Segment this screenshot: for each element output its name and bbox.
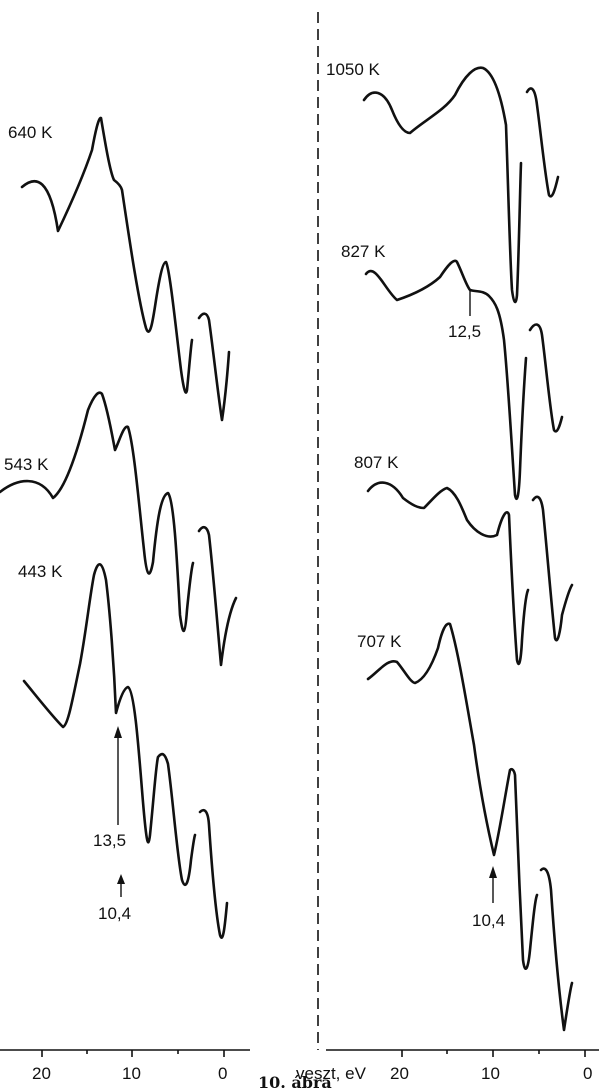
spectrum-curve-543k-tail [197, 525, 238, 667]
spectrum-curve-827k [364, 259, 528, 501]
spectrum-curve-543k [0, 391, 195, 633]
spectrum-label-807k: 807 K [354, 453, 399, 472]
x-tick-label-right-0: 0 [583, 1064, 592, 1083]
spectrum-curve-707k [366, 622, 539, 971]
arrowhead-10-4-right [489, 866, 497, 878]
spectrum-curve-1050k-tail [525, 87, 560, 198]
figure-caption: 10. ábra [258, 1073, 332, 1091]
x-ticks-right [401, 1050, 586, 1057]
spectrum-label-543k: 543 K [4, 455, 49, 474]
spectrum-curve-827k-tail [528, 323, 564, 433]
spectrum-label-1050k: 1050 K [326, 60, 381, 79]
spectrum-curve-1050k [362, 66, 523, 304]
spectrum-curve-640k [20, 116, 194, 394]
spectrum-label-707k: 707 K [357, 632, 402, 651]
spectrum-label-640k: 640 K [8, 123, 53, 142]
spectrum-curve-640k-tail [197, 312, 231, 422]
right-panel: 1050 K 827 K 12,5 807 K 707 K 10,4 veszt… [296, 60, 599, 1083]
annotation-label-12-5: 12,5 [448, 322, 481, 341]
x-tick-label-right-20: 20 [390, 1064, 409, 1083]
x-tick-label-left-0: 0 [218, 1064, 227, 1083]
x-tick-label-right-10: 10 [481, 1064, 500, 1083]
annotation-label-10-4-left: 10,4 [98, 904, 131, 923]
spectrum-label-443k: 443 K [18, 562, 63, 581]
annotation-label-10-4-right: 10,4 [472, 911, 505, 930]
x-tick-label-left-10: 10 [122, 1064, 141, 1083]
spectrum-label-827k: 827 K [341, 242, 386, 261]
spectrum-curve-443k [22, 563, 197, 887]
spectrum-curve-807k [366, 481, 530, 666]
spectrum-curve-707k-tail [539, 867, 574, 1032]
x-ticks-left [41, 1050, 225, 1057]
spectrum-curve-443k-tail [198, 808, 229, 939]
x-tick-label-left-20: 20 [32, 1064, 51, 1083]
annotation-label-13-5: 13,5 [93, 831, 126, 850]
left-panel: 640 K 543 K 443 K 13,5 10,4 20 10 0 [0, 116, 250, 1083]
spectrum-curve-807k-tail [531, 495, 574, 642]
arrowhead-13-5 [114, 726, 122, 738]
arrowhead-10-4-left [117, 874, 125, 884]
x-axis-title: veszt, eV [296, 1064, 367, 1083]
